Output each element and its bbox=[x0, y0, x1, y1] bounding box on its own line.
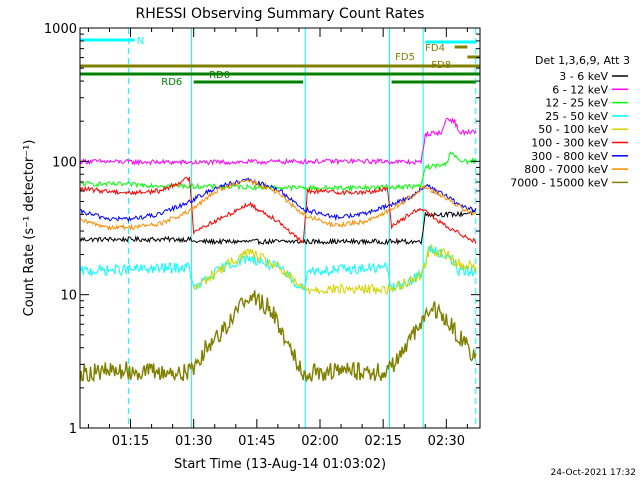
legend-label-7000-15000: 7000 - 15000 keV bbox=[510, 176, 608, 189]
x-tick-label-4: 02:15 bbox=[364, 434, 401, 449]
flag-label-fd8: FD8 bbox=[431, 60, 451, 71]
flag-label-rd6: RD6 bbox=[161, 77, 182, 88]
x-tick-label-2: 01:45 bbox=[238, 434, 275, 449]
y-tick-label-1: 10 bbox=[60, 289, 77, 304]
flag-label-n: N bbox=[137, 36, 144, 47]
legend-label-100-300: 100 - 300 keV bbox=[531, 137, 608, 150]
legend-label-6-12: 6 - 12 keV bbox=[552, 83, 608, 96]
x-tick-label-3: 02:00 bbox=[301, 434, 338, 449]
flag-label-fd4: FD4 bbox=[425, 43, 445, 54]
x-tick-label-5: 02:30 bbox=[428, 434, 465, 449]
flag-label-fd5: FD5 bbox=[395, 52, 415, 63]
series-line-800-7000 bbox=[79, 178, 476, 231]
series-layer bbox=[79, 117, 477, 383]
x-axis-label: Start Time (13-Aug-14 01:03:02) bbox=[174, 457, 386, 472]
legend-label-800-7000: 800 - 7000 keV bbox=[524, 163, 608, 176]
series-line-50-100 bbox=[193, 243, 477, 296]
series-line-12-25 bbox=[79, 151, 477, 192]
flag-label-rd0: RD0 bbox=[209, 70, 230, 81]
legend-title: Det 1,3,6,9, Att 3 bbox=[535, 54, 630, 67]
legend-label-25-50: 25 - 50 keV bbox=[545, 110, 608, 123]
legend-label-300-800: 300 - 800 keV bbox=[531, 150, 608, 163]
y-tick-label-0: 1 bbox=[69, 422, 77, 437]
x-tick-label-0: 01:15 bbox=[112, 434, 149, 449]
y-tick-label-2: 100 bbox=[52, 155, 77, 170]
series-line-6-12 bbox=[79, 117, 477, 167]
legend-label-3-6: 3 - 6 keV bbox=[559, 70, 608, 83]
series-line-7000-15000 bbox=[79, 290, 477, 383]
legend-label-12-25: 12 - 25 keV bbox=[545, 97, 608, 110]
legend-label-50-100: 50 - 100 keV bbox=[538, 123, 608, 136]
x-tick-label-1: 01:30 bbox=[175, 434, 212, 449]
series-line-3-6 bbox=[79, 208, 477, 246]
y-axis-label: Count Rate (s⁻¹ detector⁻¹) bbox=[22, 140, 37, 317]
series-line-100-300 bbox=[79, 176, 477, 244]
plot-frame bbox=[79, 27, 481, 429]
generation-timestamp: 24-Oct-2021 17:32 bbox=[551, 468, 636, 478]
chart-title: RHESSI Observing Summary Count Rates bbox=[136, 6, 425, 22]
axes-layer: 1 10 100 1000 01:15 01:30 01:45 02:00 02:15 02:30 bbox=[44, 22, 480, 449]
y-tick-label-3: 1000 bbox=[44, 22, 77, 37]
